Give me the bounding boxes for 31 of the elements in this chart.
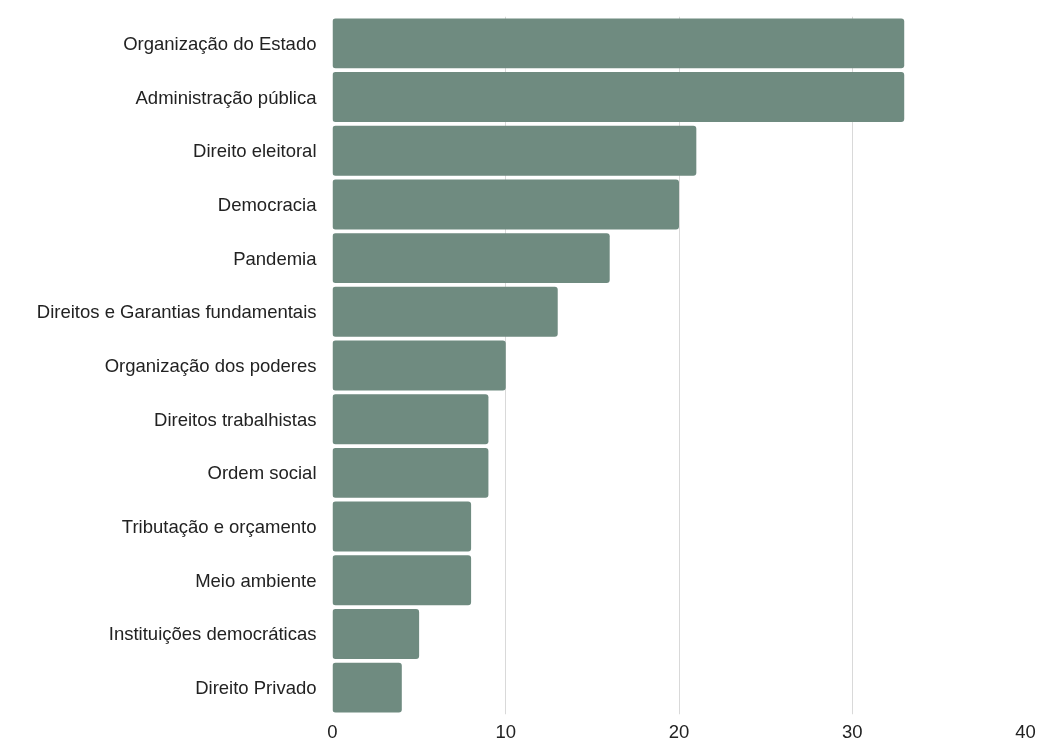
y-tick-label: Organização dos poderes [104, 355, 317, 376]
bar [332, 501, 472, 552]
bar [332, 340, 506, 391]
bar [332, 286, 558, 337]
y-tick-label: Direitos trabalhistas [154, 408, 317, 430]
bar [332, 555, 472, 606]
y-tick-label: Direito eleitoral [193, 140, 317, 162]
y-tick-label: Ordem social [207, 462, 317, 484]
y-tick-label: Tributação e orçamento [121, 516, 317, 538]
bar [332, 179, 679, 230]
bar [332, 394, 489, 445]
bar [332, 233, 610, 284]
y-tick-label: Direitos e Garantias fundamentais [36, 301, 317, 323]
bar [332, 662, 402, 713]
bar [332, 447, 489, 498]
y-tick-label: Meio ambiente [195, 569, 317, 591]
y-tick-label: Organização do Estado [123, 32, 317, 54]
y-tick-label: Democracia [217, 193, 318, 215]
bar [332, 72, 905, 123]
x-tick-label: 10 [495, 720, 517, 742]
y-tick-label: Instituições democráticas [108, 623, 317, 645]
x-tick-label: 20 [668, 720, 690, 742]
x-tick-label: 30 [841, 720, 863, 742]
y-tick-label: Pandemia [233, 247, 318, 269]
x-tick-label: 0 [327, 720, 338, 742]
bar [332, 18, 905, 69]
y-tick-label: Administração pública [135, 86, 318, 108]
bar [332, 608, 420, 659]
y-tick-label: Direito Privado [195, 677, 317, 699]
bar [332, 125, 697, 176]
x-tick-label: 40 [1015, 720, 1036, 742]
